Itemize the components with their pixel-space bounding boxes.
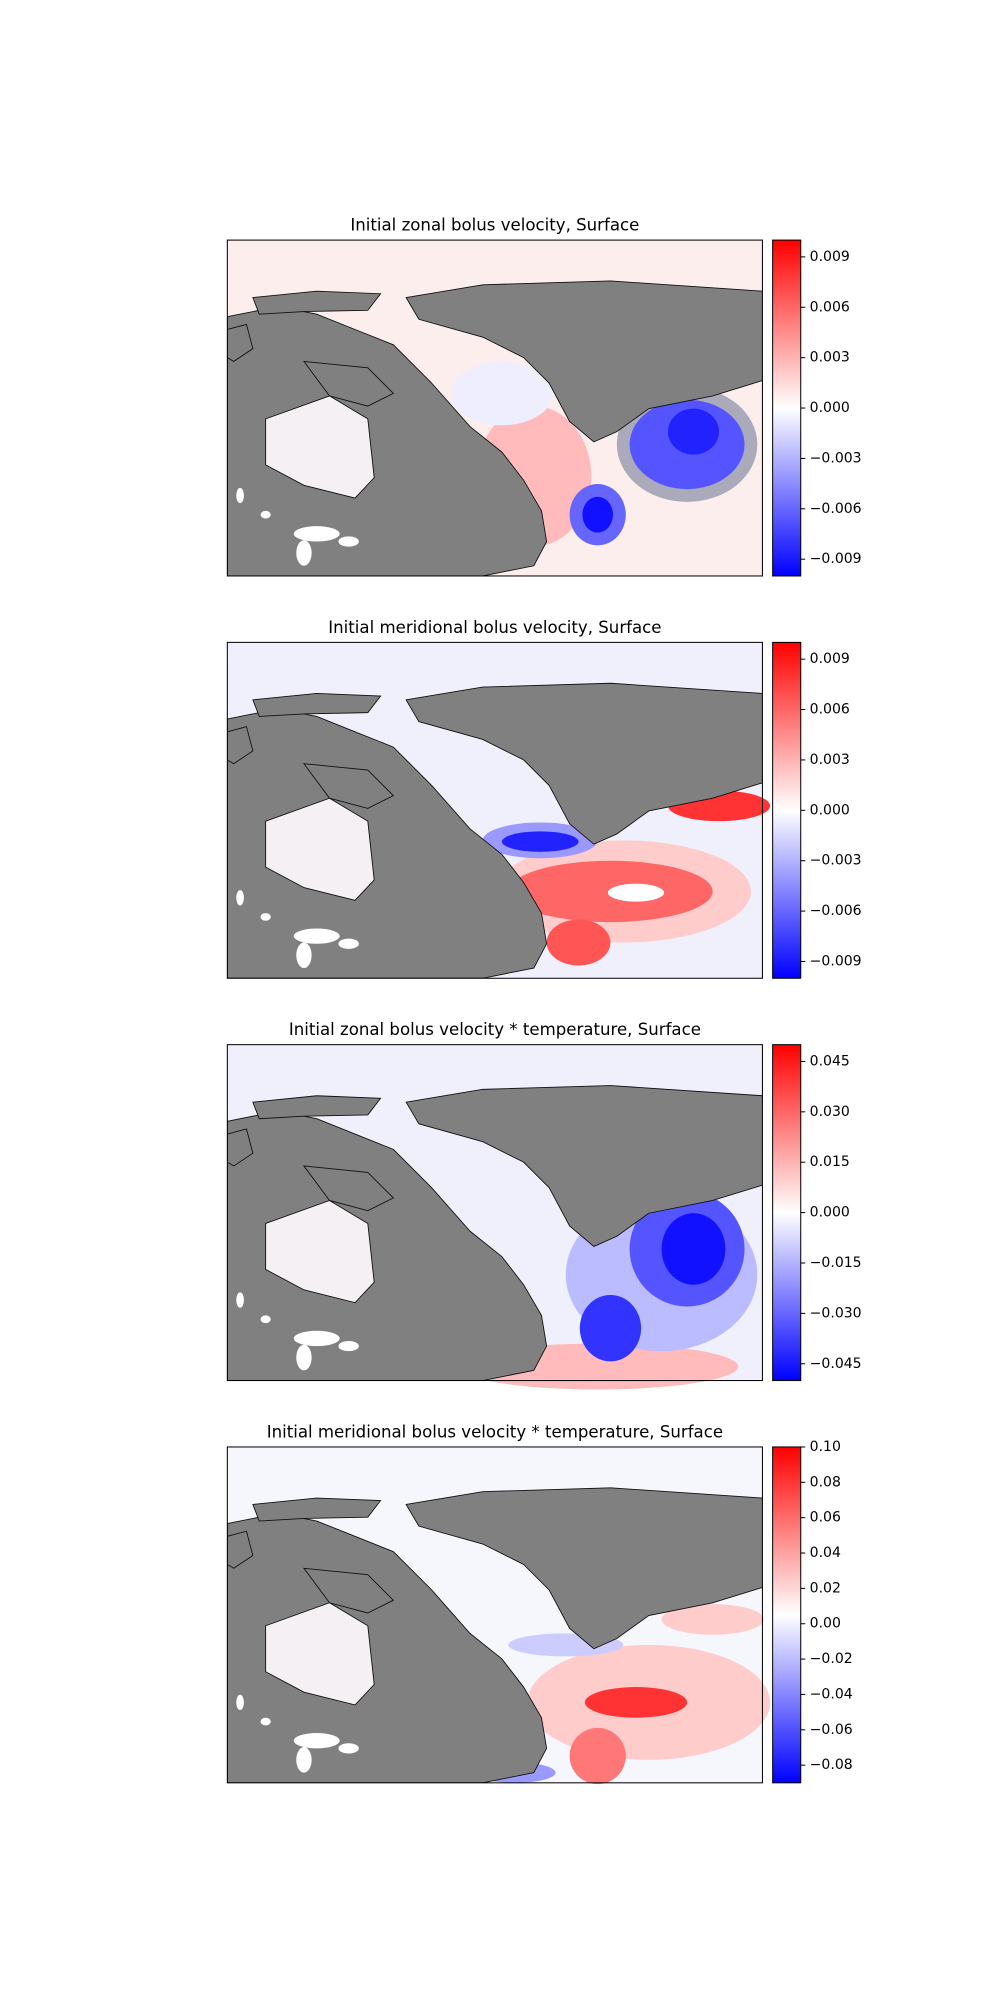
colorbar-tick-label: −0.045 <box>810 1356 862 1372</box>
map-panel <box>227 642 771 978</box>
colorbar-tick-label: 0.04 <box>810 1545 841 1561</box>
colorbar-tick-label: 0.000 <box>810 802 850 818</box>
colorbar-tick-label: 0.006 <box>810 299 850 315</box>
colorbar-tick-label: 0.000 <box>810 1205 850 1221</box>
colorbar-tick-label: −0.009 <box>810 551 862 567</box>
colorbar-tick-label: 0.02 <box>810 1580 841 1596</box>
colorbar-tick-label: −0.006 <box>810 903 862 919</box>
map-panel <box>227 1446 771 1785</box>
panels: Initial zonal bolus velocity, Surface 0.0… <box>226 216 862 1785</box>
map-frame <box>226 1446 763 1784</box>
map-frame <box>226 641 763 979</box>
colorbar <box>772 641 802 979</box>
colorbar <box>772 239 802 577</box>
colorbar <box>772 1044 802 1382</box>
colorbar-tick-label: 0.045 <box>810 1053 850 1069</box>
colorbar-tick-label: 0.015 <box>810 1154 850 1170</box>
contour-field <box>291 790 771 966</box>
panel-title: Initial meridional bolus velocity * temp… <box>267 1422 723 1441</box>
panel-title: Initial zonal bolus velocity * temperatu… <box>289 1020 701 1039</box>
colorbar-tick-label: 0.009 <box>810 651 850 667</box>
map-panel <box>227 1044 762 1390</box>
colorbar-tick-label: −0.003 <box>810 853 862 869</box>
colorbar-tick-label: 0.009 <box>810 249 850 265</box>
colorbar <box>772 1446 802 1784</box>
colorbar-tick-label: −0.02 <box>810 1651 853 1667</box>
panel-title: Initial zonal bolus velocity, Surface <box>350 216 639 235</box>
colorbar-tick-label: −0.06 <box>810 1722 853 1738</box>
colorbar-tick-label: 0.08 <box>810 1474 841 1490</box>
panel-title: Initial meridional bolus velocity, Surfa… <box>328 618 661 637</box>
contour-field <box>355 361 758 547</box>
colorbar-tick-label: 0.003 <box>810 752 850 768</box>
colorbar-tick-label: −0.006 <box>810 501 862 517</box>
colorbar-tick-label: −0.08 <box>810 1757 853 1773</box>
colorbar-tick-label: 0.10 <box>810 1439 841 1455</box>
colorbar-tick-label: −0.009 <box>810 953 862 969</box>
map-frame <box>226 1044 763 1382</box>
colorbar-tick-label: 0.030 <box>810 1104 850 1120</box>
colorbar-tick-label: −0.030 <box>810 1305 862 1321</box>
colorbar-tick-label: 0.006 <box>810 702 850 718</box>
colorbar-tick-label: −0.04 <box>810 1686 853 1702</box>
colorbar-tick-label: −0.015 <box>810 1255 862 1271</box>
colorbar-tick-label: 0.000 <box>810 400 850 416</box>
colorbar-tick-label: 0.00 <box>810 1616 841 1632</box>
map-frame <box>226 239 763 577</box>
colorbar-tick-label: 0.06 <box>810 1510 841 1526</box>
colorbar-tick-label: 0.003 <box>810 350 850 366</box>
map-panel <box>227 240 762 576</box>
colorbar-tick-label: −0.003 <box>810 450 862 466</box>
